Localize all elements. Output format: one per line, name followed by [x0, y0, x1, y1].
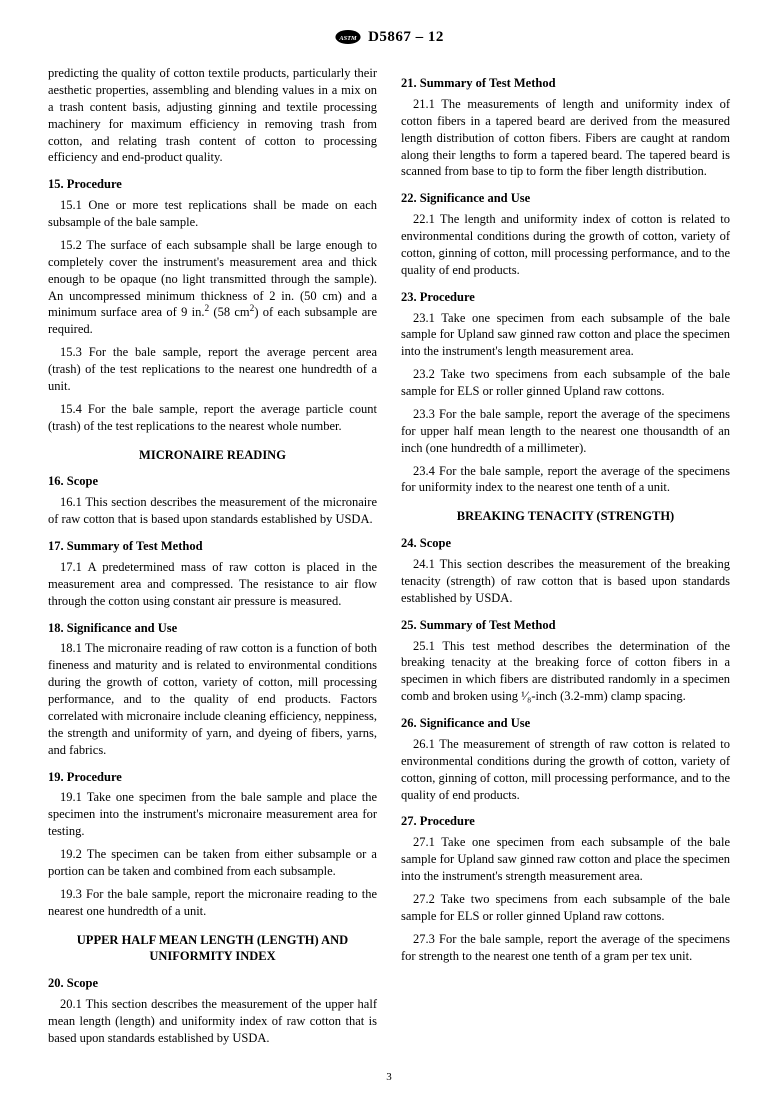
para-text: The length and uniformity index of cotto…: [401, 212, 730, 277]
para-text: Take two specimens from each subsample o…: [401, 367, 730, 398]
para-text: Take one specimen from each subsample of…: [401, 311, 730, 359]
para-num: 23.3: [413, 407, 435, 421]
para-text: (58 cm: [209, 305, 250, 319]
para-num: 20.1: [60, 997, 82, 1011]
section-18-title: 18. Significance and Use: [48, 620, 377, 637]
section-15-title: 15. Procedure: [48, 176, 377, 193]
para-text: Take one specimen from each subsample of…: [401, 835, 730, 883]
page: ASTM D5867 – 12 predicting the quality o…: [0, 0, 778, 1103]
para-num: 22.1: [413, 212, 435, 226]
para-15-1: 15.1 One or more test replications shall…: [48, 197, 377, 231]
section-19-title: 19. Procedure: [48, 769, 377, 786]
intro-paragraph: predicting the quality of cotton textile…: [48, 65, 377, 166]
para-text: This section describes the measurement o…: [48, 495, 377, 526]
para-16-1: 16.1 This section describes the measurem…: [48, 494, 377, 528]
para-22-1: 22.1 The length and uniformity index of …: [401, 211, 730, 279]
para-20-1: 20.1 This section describes the measurem…: [48, 996, 377, 1047]
para-19-2: 19.2 The specimen can be taken from eith…: [48, 846, 377, 880]
para-num: 19.3: [60, 887, 82, 901]
para-num: 27.2: [413, 892, 435, 906]
section-21-title: 21. Summary of Test Method: [401, 75, 730, 92]
left-column: predicting the quality of cotton textile…: [48, 65, 377, 1053]
para-text: For the bale sample, report the average …: [48, 402, 377, 433]
section-24-title: 24. Scope: [401, 535, 730, 552]
para-21-1: 21.1 The measurements of length and unif…: [401, 96, 730, 180]
para-text: For the bale sample, report the average …: [401, 407, 730, 455]
para-15-4: 15.4 For the bale sample, report the ave…: [48, 401, 377, 435]
para-num: 15.1: [60, 198, 82, 212]
para-23-2: 23.2 Take two specimens from each subsam…: [401, 366, 730, 400]
para-num: 16.1: [60, 495, 82, 509]
para-23-3: 23.3 For the bale sample, report the ave…: [401, 406, 730, 457]
para-19-3: 19.3 For the bale sample, report the mic…: [48, 886, 377, 920]
para-num: 27.1: [413, 835, 435, 849]
para-num: 25.1: [413, 639, 435, 653]
para-text: The measurement of strength of raw cotto…: [401, 737, 730, 802]
para-num: 26.1: [413, 737, 435, 751]
svg-text:ASTM: ASTM: [339, 35, 358, 42]
para-27-2: 27.2 Take two specimens from each subsam…: [401, 891, 730, 925]
document-id: D5867 – 12: [368, 29, 444, 46]
para-num: 15.3: [60, 345, 82, 359]
para-25-1: 25.1 This test method describes the dete…: [401, 638, 730, 706]
fraction: ¹⁄₈: [521, 689, 531, 703]
para-23-1: 23.1 Take one specimen from each subsamp…: [401, 310, 730, 361]
para-27-3: 27.3 For the bale sample, report the ave…: [401, 931, 730, 965]
para-num: 24.1: [413, 557, 435, 571]
para-text: A predetermined mass of raw cotton is pl…: [48, 560, 377, 608]
para-text: For the bale sample, report the micronai…: [48, 887, 377, 918]
para-text: Take one specimen from the bale sample a…: [48, 790, 377, 838]
para-text: For the bale sample, report the average …: [401, 464, 730, 495]
section-27-title: 27. Procedure: [401, 813, 730, 830]
para-text: The measurements of length and uniformit…: [401, 97, 730, 179]
para-19-1: 19.1 Take one specimen from the bale sam…: [48, 789, 377, 840]
section-22-title: 22. Significance and Use: [401, 190, 730, 207]
para-text: One or more test replications shall be m…: [48, 198, 377, 229]
section-16-title: 16. Scope: [48, 473, 377, 490]
section-17-title: 17. Summary of Test Method: [48, 538, 377, 555]
section-25-title: 25. Summary of Test Method: [401, 617, 730, 634]
para-text: -inch (3.2-mm) clamp spacing.: [531, 689, 685, 703]
para-text: For the bale sample, report the average …: [401, 932, 730, 963]
header-inner: ASTM D5867 – 12: [334, 28, 444, 46]
right-column: 21. Summary of Test Method 21.1 The meas…: [401, 65, 730, 1053]
para-num: 23.4: [413, 464, 435, 478]
para-num: 17.1: [60, 560, 82, 574]
para-text: The specimen can be taken from either su…: [48, 847, 377, 878]
para-26-1: 26.1 The measurement of strength of raw …: [401, 736, 730, 804]
para-num: 23.2: [413, 367, 435, 381]
para-24-1: 24.1 This section describes the measurem…: [401, 556, 730, 607]
astm-logo-icon: ASTM: [334, 28, 362, 46]
section-23-title: 23. Procedure: [401, 289, 730, 306]
para-text: For the bale sample, report the average …: [48, 345, 377, 393]
para-num: 19.2: [60, 847, 82, 861]
page-number: 3: [48, 1071, 730, 1083]
columns: predicting the quality of cotton textile…: [48, 65, 730, 1053]
para-text: Take two specimens from each subsample o…: [401, 892, 730, 923]
para-23-4: 23.4 For the bale sample, report the ave…: [401, 463, 730, 497]
para-15-3: 15.3 For the bale sample, report the ave…: [48, 344, 377, 395]
para-num: 19.1: [60, 790, 82, 804]
para-num: 23.1: [413, 311, 435, 325]
para-text: This section describes the measurement o…: [48, 997, 377, 1045]
heading-micronaire: MICRONAIRE READING: [48, 447, 377, 464]
para-15-2: 15.2 The surface of each subsample shall…: [48, 237, 377, 338]
para-num: 21.1: [413, 97, 435, 111]
para-text: This section describes the measurement o…: [401, 557, 730, 605]
heading-upper-half: UPPER HALF MEAN LENGTH (LENGTH) AND UNIF…: [48, 932, 377, 966]
para-18-1: 18.1 The micronaire reading of raw cotto…: [48, 640, 377, 758]
para-num: 15.4: [60, 402, 82, 416]
para-num: 18.1: [60, 641, 82, 655]
para-num: 15.2: [60, 238, 82, 252]
para-text: The micronaire reading of raw cotton is …: [48, 641, 377, 756]
para-num: 27.3: [413, 932, 435, 946]
section-20-title: 20. Scope: [48, 975, 377, 992]
section-26-title: 26. Significance and Use: [401, 715, 730, 732]
page-header: ASTM D5867 – 12: [48, 28, 730, 51]
heading-breaking: BREAKING TENACITY (STRENGTH): [401, 508, 730, 525]
para-17-1: 17.1 A predetermined mass of raw cotton …: [48, 559, 377, 610]
para-27-1: 27.1 Take one specimen from each subsamp…: [401, 834, 730, 885]
